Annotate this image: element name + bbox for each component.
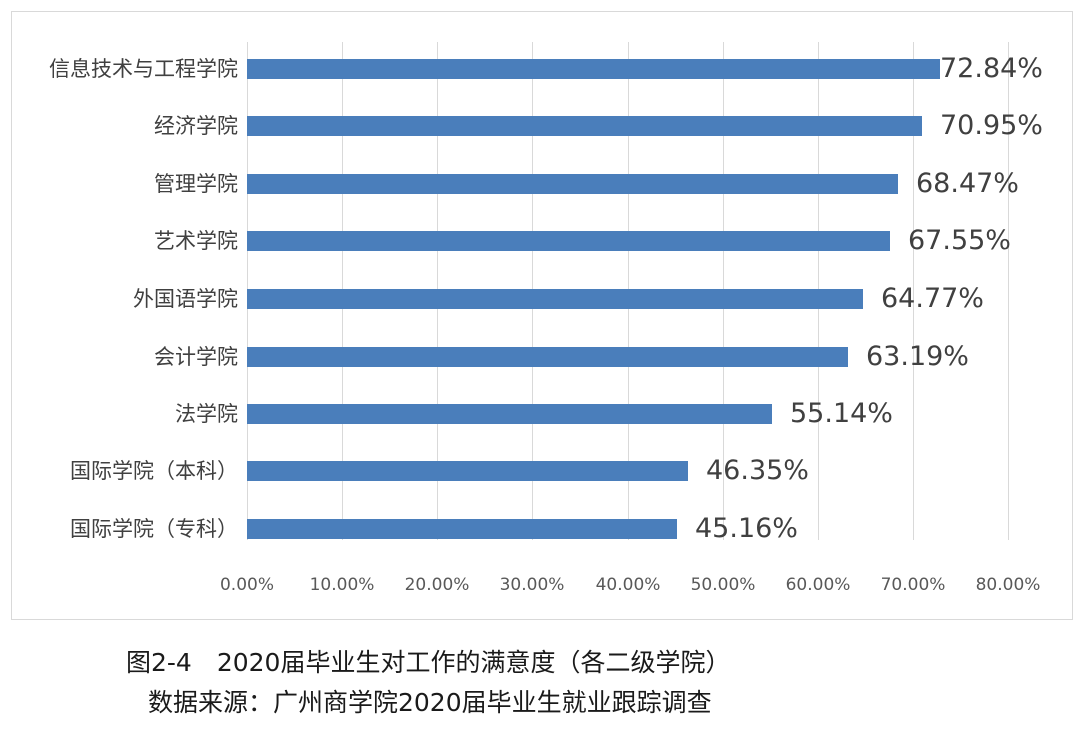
figure-caption: 图2-4 2020届毕业生对工作的满意度（各二级学院） xyxy=(126,648,731,677)
bar xyxy=(247,231,890,251)
bar xyxy=(247,461,688,481)
category-label: 管理学院 xyxy=(154,172,238,196)
gridline xyxy=(913,42,914,540)
x-tick-label: 50.00% xyxy=(690,575,756,595)
data-label: 63.19% xyxy=(866,341,969,372)
data-label: 46.35% xyxy=(706,455,809,486)
data-label: 68.47% xyxy=(916,168,1019,199)
data-label: 55.14% xyxy=(790,398,893,429)
bar-chart-plot: 信息技术与工程学院经济学院管理学院艺术学院外国语学院会计学院法学院国际学院（本科… xyxy=(49,42,1043,595)
category-label: 国际学院（专科） xyxy=(70,517,238,541)
data-label: 72.84% xyxy=(940,53,1043,84)
category-label: 经济学院 xyxy=(154,114,238,138)
bar xyxy=(247,174,898,194)
x-tick-label: 30.00% xyxy=(499,575,565,595)
bar xyxy=(247,289,863,309)
x-tick-label: 80.00% xyxy=(975,575,1041,595)
data-source-note: 数据来源：广州商学院2020届毕业生就业跟踪调查 xyxy=(148,688,712,717)
x-tick-label: 20.00% xyxy=(404,575,470,595)
bar xyxy=(247,519,677,539)
gridline xyxy=(1008,42,1009,540)
bar xyxy=(247,347,848,367)
category-label: 会计学院 xyxy=(154,345,238,369)
x-tick-label: 0.00% xyxy=(219,575,275,595)
x-tick-label: 60.00% xyxy=(785,575,851,595)
data-label: 45.16% xyxy=(695,513,798,544)
x-tick-label: 70.00% xyxy=(880,575,946,595)
chart-frame xyxy=(11,11,1073,620)
bar xyxy=(247,116,922,136)
category-label: 艺术学院 xyxy=(154,229,238,253)
category-label: 法学院 xyxy=(175,402,238,426)
bar xyxy=(247,404,772,424)
category-label: 外国语学院 xyxy=(133,287,238,311)
x-tick-label: 40.00% xyxy=(595,575,661,595)
category-label: 国际学院（本科） xyxy=(70,459,238,483)
data-label: 67.55% xyxy=(908,225,1011,256)
data-label: 70.95% xyxy=(940,110,1043,141)
data-label: 64.77% xyxy=(881,283,984,314)
bar xyxy=(247,59,940,79)
x-tick-label: 10.00% xyxy=(309,575,375,595)
category-label: 信息技术与工程学院 xyxy=(49,57,238,81)
